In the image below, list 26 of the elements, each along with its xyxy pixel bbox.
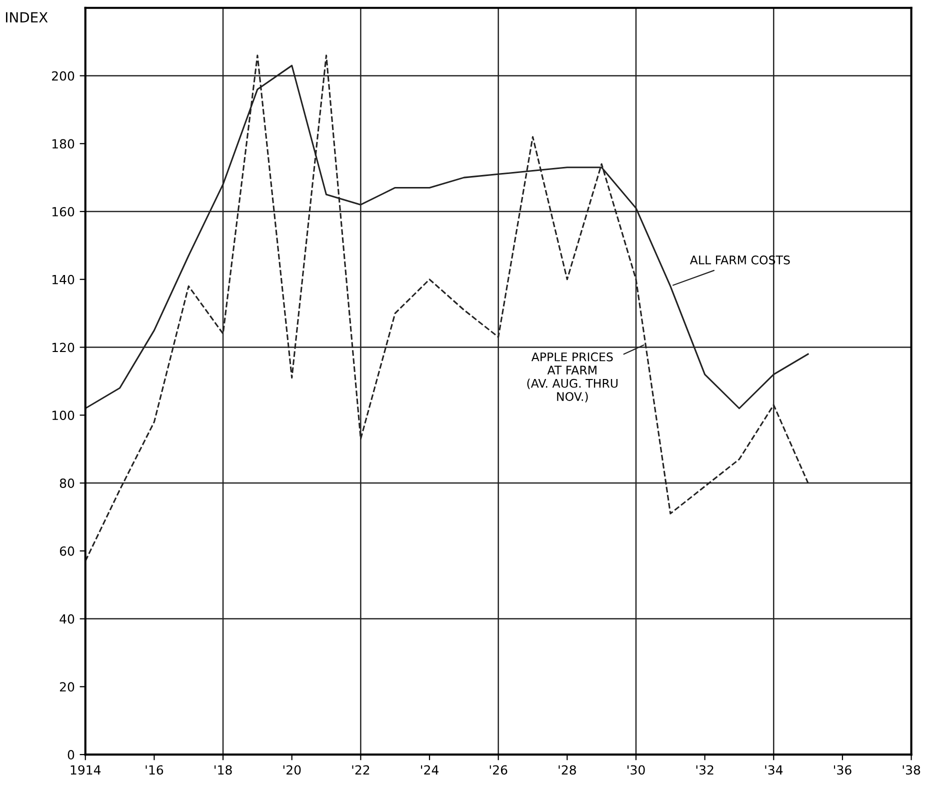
x-tick-label: '36 — [834, 765, 852, 775]
x-tick-label: '18 — [214, 765, 232, 775]
x-tick-label: 1914 — [70, 765, 101, 775]
x-tick-label: '32 — [696, 765, 714, 775]
y-tick-label: 180 — [52, 139, 74, 149]
y-axis-title: INDEX — [6, 12, 48, 22]
x-tick-label: '38 — [902, 765, 920, 775]
y-tick-label: 120 — [52, 342, 74, 352]
y-tick-label: 140 — [52, 274, 74, 284]
y-tick-label: 20 — [60, 682, 74, 692]
y-tick-label: 0 — [68, 750, 74, 760]
y-tick-label: 100 — [52, 410, 74, 420]
y-tick-label: 60 — [60, 546, 74, 556]
y-tick-label: 200 — [52, 71, 74, 81]
x-tick-label: '34 — [765, 765, 783, 775]
annotation: APPLE PRICES AT FARM (AV. AUG. THRU NOV.) — [527, 352, 618, 402]
y-tick-label: 80 — [60, 478, 74, 488]
x-tick-label: '22 — [352, 765, 370, 774]
x-tick-label: '28 — [558, 765, 576, 775]
x-tick-label: '26 — [490, 765, 508, 775]
y-tick-label: 40 — [60, 614, 74, 624]
y-tick-label: 160 — [52, 206, 74, 216]
x-tick-label: '16 — [146, 765, 164, 775]
x-tick-label: '24 — [421, 765, 438, 774]
x-tick-label: '30 — [628, 765, 645, 775]
x-tick-label: '20 — [283, 765, 301, 775]
